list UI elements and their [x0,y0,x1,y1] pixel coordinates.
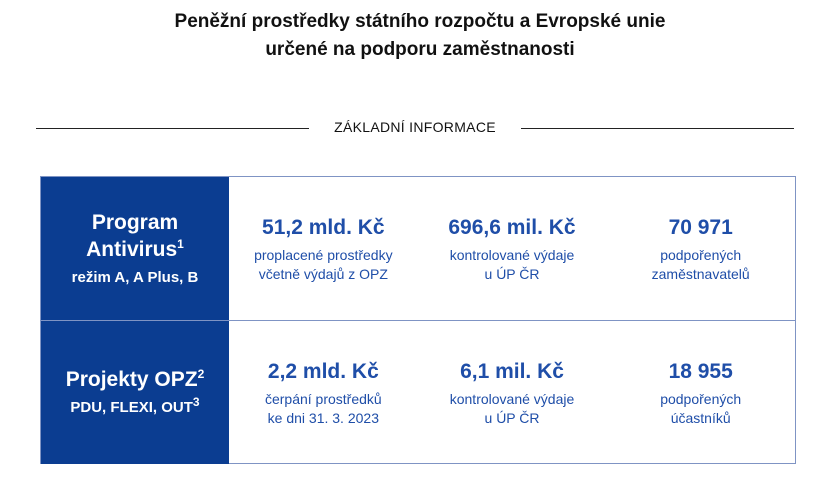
metric-desc-line-2: účastníků [670,409,731,426]
section-header: ZÁKLADNÍ INFORMACE [36,117,794,139]
metric-desc-line-1: kontrolované výdaje [449,390,575,407]
row-header-opz: Projekty OPZ2 PDU, FLEXI, OUT3 [41,321,229,464]
metric-cell: 2,2 mld. Kč čerpání prostředků ke dni 31… [229,321,418,464]
metric-desc-line-1: čerpání prostředků [264,390,382,407]
metric-desc-line-1: kontrolované výdaje [449,246,575,263]
table-row-antivirus: Program Antivirus1 režim A, A Plus, B 51… [41,177,795,320]
document-title: Peněžní prostředky státního rozpočtu a E… [0,8,840,64]
metric-value: 696,6 mil. Kč [448,215,576,239]
row-header-subtitle: PDU, FLEXI, OUT3 [70,395,200,419]
footnote-marker: 2 [197,367,205,381]
metric-desc-line-2: včetně výdajů z OPZ [258,265,388,282]
metric-desc-line-2: zaměstnavatelů [651,265,750,282]
row-header-title-2: Antivirus1 [86,236,184,263]
header-subtitle-text: PDU, FLEXI, OUT [70,399,193,416]
metric-value: 6,1 mil. Kč [460,359,564,383]
row-header-title: Projekty OPZ2 [66,366,205,393]
info-table: Program Antivirus1 režim A, A Plus, B 51… [40,176,796,464]
metric-value: 2,2 mld. Kč [267,359,379,383]
footnote-marker: 3 [192,395,200,409]
metric-desc-line-1: podpořených [660,246,742,263]
metric-cell: 51,2 mld. Kč proplacené prostředky včetn… [229,177,418,320]
section-label: ZÁKLADNÍ INFORMACE [334,119,496,135]
section-rule-left [36,128,309,129]
header-title-text: Program [91,210,179,234]
title-line-1: Peněžní prostředky státního rozpočtu a E… [174,11,666,32]
metric-cell: 696,6 mil. Kč kontrolované výdaje u ÚP Č… [418,177,607,320]
metric-cell: 70 971 podpořených zaměstnavatelů [606,177,795,320]
metric-desc-line-2: u ÚP ČR [484,265,540,282]
metric-desc-line-1: podpořených [660,390,742,407]
metric-value: 51,2 mld. Kč [262,215,385,239]
row-header-antivirus: Program Antivirus1 režim A, A Plus, B [41,177,229,320]
row-header-title: Program [92,209,178,236]
metric-value: 18 955 [668,359,733,383]
row-header-subtitle: režim A, A Plus, B [71,268,199,286]
footnote-marker: 1 [177,236,184,251]
row-divider [41,320,795,321]
metric-desc-line-2: ke dni 31. 3. 2023 [267,409,379,426]
metric-desc-line-1: proplacené prostředky [254,246,393,263]
metric-desc-line-2: u ÚP ČR [484,409,540,426]
metric-cell: 6,1 mil. Kč kontrolované výdaje u ÚP ČR [418,321,607,464]
header-title-text-2: Antivirus [86,237,178,261]
table-row-opz: Projekty OPZ2 PDU, FLEXI, OUT3 2,2 mld. … [41,321,795,464]
metric-cell: 18 955 podpořených účastníků [606,321,795,464]
header-title-text: Projekty OPZ [65,368,198,391]
title-line-2: určené na podporu zaměstnanosti [265,39,575,60]
metric-value: 70 971 [668,215,733,239]
section-rule-right [521,128,794,129]
